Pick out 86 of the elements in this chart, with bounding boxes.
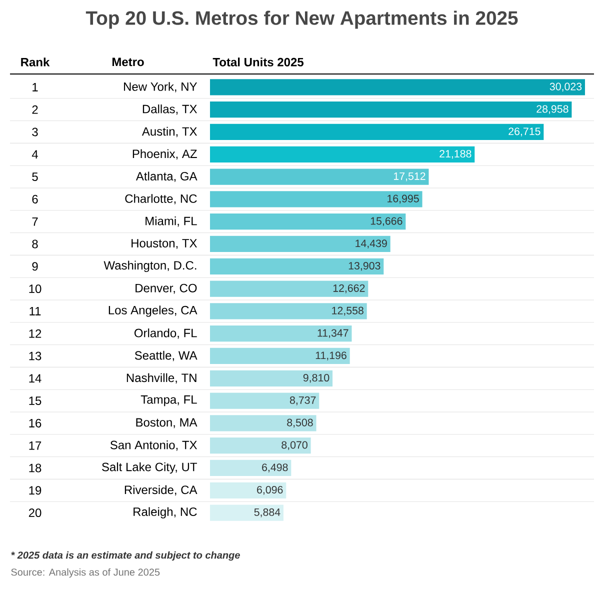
y-tick-label: Dallas, TX (142, 104, 198, 115)
text: * 2025 data is an estimate and subject to change (11, 551, 240, 561)
data-label: 9,810 (303, 374, 330, 383)
bar (210, 303, 367, 320)
data-label: 28,958 (536, 105, 568, 114)
bar (210, 326, 352, 342)
y-tick-label: Boston, MA (136, 418, 198, 428)
y-tick-label: Salt Lake City, UT (102, 462, 197, 474)
text: 20 (28, 508, 42, 518)
data-label: 8,508 (287, 418, 313, 428)
data-label: 13,903 (348, 262, 380, 271)
data-label: 8,070 (282, 441, 308, 450)
text: 1 (32, 83, 38, 92)
bar (210, 415, 316, 432)
text: 15 (29, 396, 42, 405)
data-label: 6,498 (262, 464, 288, 472)
bar (210, 236, 390, 252)
data-label: 30,023 (550, 82, 582, 92)
bar (210, 504, 284, 521)
bar (210, 370, 333, 386)
data-label: 15,666 (370, 217, 402, 226)
y-tick-label: Los Angeles, CA (108, 306, 198, 317)
text: 12 (29, 329, 42, 338)
y-tick-label: Miami, FL (146, 216, 197, 227)
y-tick-label: Washington, D.C. (104, 260, 196, 272)
bar (210, 79, 585, 96)
y-tick-label: Houston, TX (132, 239, 198, 249)
text: Total Units 2025 (212, 58, 304, 66)
text: Metro (112, 58, 144, 66)
y-tick-label: New York, NY (124, 82, 198, 92)
y-tick-label: Tampa, FL (140, 395, 197, 406)
text: 17 (29, 441, 42, 450)
y-tick-label: San Antonio, TX (110, 440, 198, 451)
y-tick-label: Denver, CO (136, 284, 197, 294)
data-label: 26,715 (508, 128, 540, 136)
y-tick-label: Nashville, TN (126, 373, 196, 384)
y-tick-label: Orlando, FL (134, 328, 197, 339)
data-label: 12,662 (333, 284, 365, 294)
data-label: 5,884 (254, 508, 280, 518)
y-tick-label: Phoenix, AZ (132, 149, 197, 160)
text: 10 (29, 284, 42, 294)
bar (210, 392, 320, 409)
text: 9 (32, 262, 38, 271)
text: 6 (32, 194, 38, 204)
data-label: 11,196 (316, 352, 346, 360)
data-label: 11,347 (318, 329, 348, 338)
text: 3 (32, 128, 38, 136)
y-tick-label: Seattle, WA (134, 350, 198, 362)
bar (210, 214, 406, 230)
bar (210, 280, 368, 297)
y-tick-label: Charlotte, NC (125, 194, 197, 204)
data-label: 12,558 (332, 306, 364, 316)
y-tick-label: Atlanta, GA (136, 172, 198, 182)
text: 19 (29, 486, 42, 495)
bar (210, 191, 422, 208)
text: 16 (29, 418, 42, 428)
y-tick-label: Raleigh, NC (134, 507, 197, 518)
text: 7 (32, 217, 38, 226)
bar (210, 146, 475, 162)
chart-title: Top 20 U.S. Metros for New Apartments in 2025 (86, 10, 518, 29)
bar (210, 348, 350, 364)
bar (210, 258, 384, 274)
text: 8 (32, 240, 38, 248)
bar (210, 168, 429, 185)
bar (210, 124, 544, 140)
text: 11 (30, 307, 41, 316)
bar (210, 482, 286, 498)
data-label: 17,512 (394, 172, 426, 182)
text: 13 (29, 352, 42, 360)
bar (210, 460, 292, 476)
data-label: 16,995 (388, 194, 419, 204)
text: 14 (29, 374, 42, 383)
data-label: 8,737 (290, 396, 316, 406)
data-label: 21,188 (440, 150, 472, 159)
bar (210, 438, 311, 454)
text: 2 (32, 105, 38, 114)
y-tick-label: Riverside, CA (124, 485, 198, 496)
text: 4 (32, 150, 38, 159)
text: Rank (21, 58, 50, 66)
y-tick-label: Austin, TX (142, 126, 198, 138)
text: 18 (29, 464, 42, 472)
text: 5 (32, 172, 38, 181)
bar (210, 102, 572, 118)
source-note: Source: Analysis as of June 2025 (11, 568, 160, 578)
data-label: 6,096 (257, 486, 283, 495)
data-label: 14,439 (356, 240, 387, 248)
